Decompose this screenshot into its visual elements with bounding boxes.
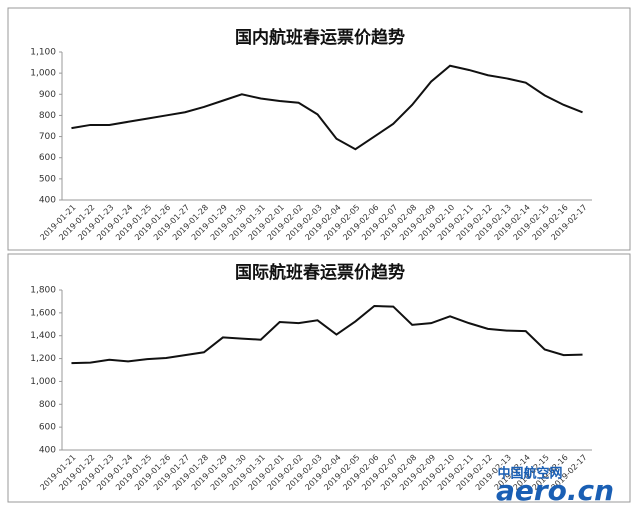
y-tick-label: 1,000: [30, 69, 56, 79]
chart-title: 国内航班春运票价趋势: [235, 27, 405, 48]
y-tick-label: 600: [39, 423, 56, 433]
panel-border: [7, 253, 631, 503]
y-tick-label: 1,400: [30, 331, 56, 341]
y-tick-label: 800: [39, 400, 56, 410]
watermark-en: aero.cn: [496, 474, 614, 507]
y-tick-label: 400: [39, 196, 56, 206]
y-tick-label: 700: [39, 132, 56, 142]
y-tick-label: 800: [39, 111, 56, 121]
watermark-cn: 中国航空网: [497, 466, 562, 482]
y-tick-label: 500: [39, 174, 56, 184]
line-series: [71, 304, 583, 365]
line-series: [71, 64, 583, 151]
y-tick-label: 1,100: [30, 48, 56, 58]
y-tick-label: 1,000: [30, 377, 56, 387]
y-tick-label: 1,600: [30, 308, 56, 318]
y-tick-label: 400: [39, 446, 56, 456]
chart-title: 国际航班春运票价趋势: [235, 262, 405, 283]
y-tick-label: 1,800: [30, 286, 56, 296]
y-tick-label: 600: [39, 153, 56, 163]
y-tick-label: 1,200: [30, 354, 56, 364]
y-tick-label: 900: [39, 90, 56, 100]
panel-border: [7, 7, 631, 251]
